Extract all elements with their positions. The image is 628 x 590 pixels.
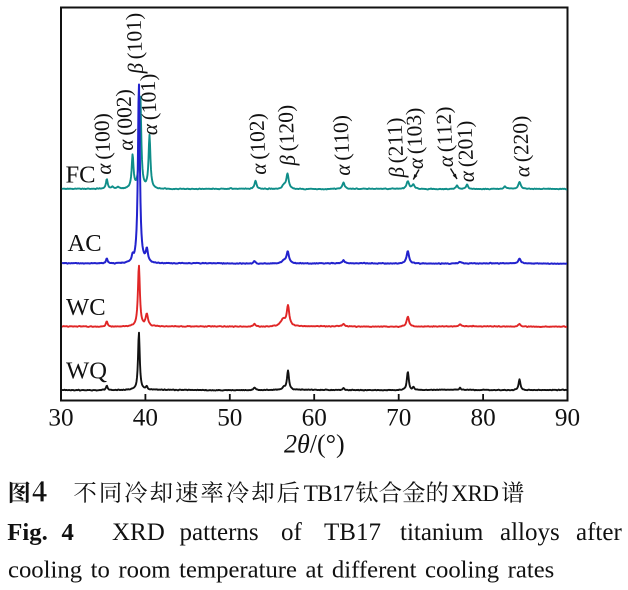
svg-text:titanium: titanium bbox=[400, 519, 484, 546]
svg-text:4: 4 bbox=[62, 519, 74, 546]
svg-text:alloys: alloys bbox=[500, 519, 560, 546]
svg-text:AC: AC bbox=[68, 230, 102, 257]
svg-text:patterns: patterns bbox=[180, 519, 259, 546]
svg-text:α(103): α(103) bbox=[401, 107, 428, 170]
svg-text:30: 30 bbox=[48, 405, 73, 432]
svg-text:60: 60 bbox=[302, 405, 327, 432]
svg-text:α(101): α(101) bbox=[136, 73, 163, 136]
svg-text:α(201): α(201) bbox=[452, 120, 479, 183]
svg-text:α(110): α(110) bbox=[328, 115, 355, 177]
svg-text:XRD: XRD bbox=[112, 519, 165, 546]
svg-text:α(102): α(102) bbox=[244, 113, 271, 176]
svg-text:90: 90 bbox=[555, 405, 580, 432]
svg-text:β(211): β(211) bbox=[382, 117, 409, 179]
svg-text:after: after bbox=[576, 519, 622, 546]
svg-text:α(112): α(112) bbox=[431, 106, 458, 168]
svg-text:of: of bbox=[281, 519, 303, 546]
svg-text:WQ: WQ bbox=[66, 358, 107, 385]
svg-text:α(100): α(100) bbox=[89, 113, 116, 176]
svg-text:WC: WC bbox=[66, 294, 106, 321]
svg-text:XRD: XRD bbox=[451, 481, 498, 507]
svg-text:β(120): β(120) bbox=[273, 104, 300, 167]
svg-text:70: 70 bbox=[386, 405, 411, 432]
svg-text:α(220): α(220) bbox=[508, 115, 535, 178]
svg-text:80: 80 bbox=[471, 405, 496, 432]
svg-text:β(101): β(101) bbox=[121, 12, 148, 75]
svg-text:cooling to room temperature at: cooling to room temperature at different… bbox=[8, 557, 554, 584]
svg-text:TB17: TB17 bbox=[304, 481, 354, 507]
svg-text:α(002): α(002) bbox=[111, 89, 138, 152]
svg-text:TB17: TB17 bbox=[324, 519, 381, 546]
svg-text:40: 40 bbox=[133, 405, 158, 432]
svg-text:2θ/(°): 2θ/(°) bbox=[284, 429, 345, 458]
svg-text:50: 50 bbox=[217, 405, 242, 432]
svg-text:FC: FC bbox=[66, 162, 96, 189]
svg-text:Fig.: Fig. bbox=[7, 519, 47, 546]
